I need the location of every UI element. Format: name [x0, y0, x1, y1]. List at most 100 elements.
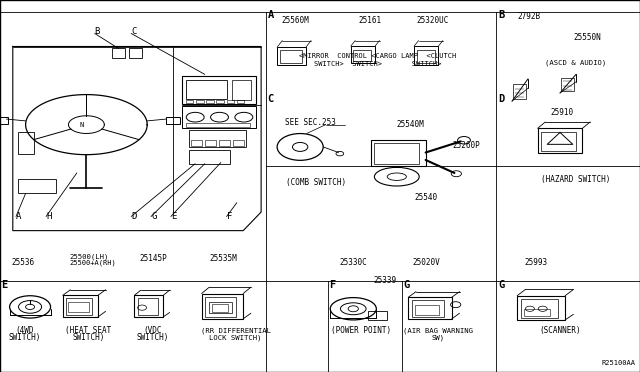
Bar	[205, 140, 216, 146]
Bar	[415, 305, 439, 315]
Bar	[129, 48, 142, 58]
Bar	[513, 84, 526, 99]
Bar	[189, 130, 246, 147]
Bar	[368, 311, 387, 320]
Bar	[189, 150, 230, 164]
Bar	[521, 299, 558, 318]
Text: 25560M: 25560M	[282, 16, 309, 25]
Text: C: C	[131, 27, 136, 36]
Text: 25536: 25536	[12, 258, 35, 267]
Text: D: D	[498, 94, 504, 103]
Text: SWITCH): SWITCH)	[8, 333, 40, 342]
Text: 25550N: 25550N	[573, 33, 601, 42]
Text: <MIRROR  CONTROL <CARGO LAMP  <CLUTCH: <MIRROR CONTROL <CARGO LAMP <CLUTCH	[299, 53, 456, 59]
Text: D: D	[131, 212, 136, 221]
Bar	[63, 295, 98, 317]
Text: A: A	[268, 10, 274, 20]
Text: (COMB SWITCH): (COMB SWITCH)	[286, 178, 346, 187]
Bar	[18, 179, 56, 193]
Bar	[112, 48, 125, 58]
Bar	[212, 304, 228, 312]
Text: 25500+A(RH): 25500+A(RH)	[69, 260, 116, 266]
Text: SWITCH): SWITCH)	[72, 333, 104, 342]
Bar	[414, 46, 438, 65]
Bar	[18, 132, 34, 154]
Text: H: H	[46, 212, 51, 221]
Text: 25910: 25910	[550, 108, 573, 117]
Bar	[561, 78, 574, 91]
Text: A: A	[16, 212, 21, 221]
Text: (AIR BAG WARNING: (AIR BAG WARNING	[403, 327, 474, 334]
Bar	[351, 46, 375, 63]
Text: G: G	[403, 280, 410, 289]
Bar	[216, 100, 224, 103]
Text: 25993: 25993	[525, 258, 548, 267]
Bar	[209, 302, 232, 313]
Bar	[524, 309, 550, 316]
Bar	[196, 100, 204, 103]
Text: R25100AA: R25100AA	[602, 360, 636, 366]
Text: SEE SEC.253: SEE SEC.253	[285, 118, 335, 127]
Bar	[277, 47, 306, 65]
Text: SWITCH>  SWITCH>       SWITCH>: SWITCH> SWITCH> SWITCH>	[314, 61, 442, 67]
Bar	[186, 123, 250, 127]
Bar	[182, 106, 256, 128]
Text: 25540M: 25540M	[397, 120, 424, 129]
Text: 25535M: 25535M	[210, 254, 237, 263]
Text: G: G	[498, 280, 504, 289]
Bar	[66, 298, 92, 315]
Text: F: F	[330, 280, 336, 289]
Text: (HAZARD SWITCH): (HAZARD SWITCH)	[541, 175, 611, 184]
Bar	[232, 80, 251, 100]
Bar	[538, 128, 582, 153]
Bar	[186, 100, 193, 103]
Text: (VDC: (VDC	[143, 326, 161, 335]
Bar	[408, 297, 452, 319]
Text: 25500(LH): 25500(LH)	[69, 253, 109, 260]
Bar	[233, 140, 244, 146]
Bar	[219, 140, 230, 146]
Text: E: E	[171, 212, 176, 221]
Text: F: F	[227, 212, 232, 221]
Bar	[205, 297, 236, 317]
Text: SW): SW)	[432, 334, 445, 341]
Text: B: B	[498, 10, 504, 20]
Bar	[202, 294, 243, 319]
Text: (HEAT SEAT: (HEAT SEAT	[65, 326, 111, 335]
Text: SWITCH): SWITCH)	[136, 333, 168, 342]
Bar	[186, 80, 227, 99]
Text: C: C	[268, 94, 274, 103]
Text: 25020V: 25020V	[413, 258, 440, 267]
Bar	[138, 298, 158, 315]
Text: 25540: 25540	[414, 193, 437, 202]
Text: (SCANNER): (SCANNER)	[540, 326, 582, 335]
Bar	[191, 140, 202, 146]
Text: 25330C: 25330C	[339, 258, 367, 267]
Bar	[417, 50, 435, 63]
Text: B: B	[95, 27, 100, 36]
Text: 25145P: 25145P	[140, 254, 167, 263]
Bar	[237, 100, 244, 103]
Bar	[371, 140, 426, 166]
Bar	[353, 50, 371, 61]
Bar	[68, 302, 89, 312]
Bar	[412, 300, 444, 317]
Text: (4WD: (4WD	[15, 326, 33, 335]
Text: LOCK SWITCH): LOCK SWITCH)	[209, 334, 262, 341]
Bar	[227, 100, 234, 103]
Text: 25320UC: 25320UC	[416, 16, 449, 25]
Text: 25339: 25339	[373, 276, 396, 285]
Text: (ASCD & AUDIO): (ASCD & AUDIO)	[545, 60, 607, 67]
Bar	[182, 76, 256, 104]
Bar	[166, 117, 180, 124]
Text: 25161: 25161	[358, 16, 381, 25]
Text: (POWER POINT): (POWER POINT)	[331, 326, 391, 335]
Text: N: N	[79, 122, 83, 128]
Text: 2792B: 2792B	[517, 12, 540, 21]
Text: G: G	[151, 212, 156, 221]
Bar	[374, 143, 419, 164]
Bar	[206, 100, 214, 103]
Text: (RR DIFFERENTIAL: (RR DIFFERENTIAL	[200, 327, 271, 334]
Bar	[517, 296, 565, 320]
Bar	[0, 117, 8, 124]
